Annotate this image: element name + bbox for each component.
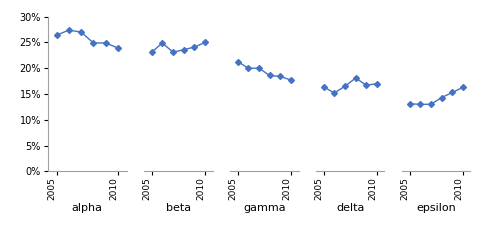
X-axis label: delta: delta bbox=[336, 203, 364, 213]
X-axis label: epsilon: epsilon bbox=[416, 203, 456, 213]
X-axis label: alpha: alpha bbox=[72, 203, 103, 213]
X-axis label: beta: beta bbox=[166, 203, 191, 213]
X-axis label: gamma: gamma bbox=[243, 203, 286, 213]
